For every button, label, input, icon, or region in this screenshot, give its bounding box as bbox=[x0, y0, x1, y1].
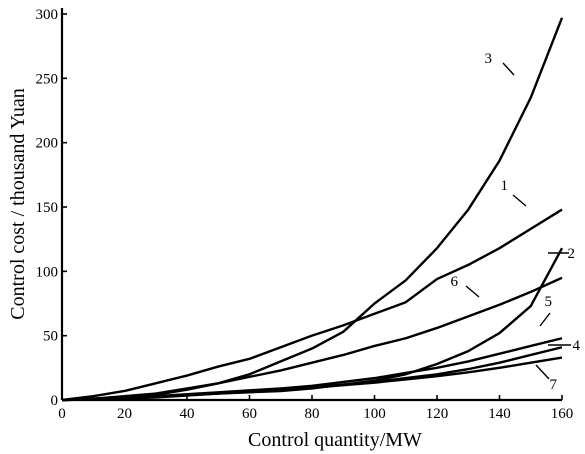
series-lines bbox=[61, 17, 564, 402]
x-tick-label: 60 bbox=[242, 406, 257, 422]
ticks: 0 20 40 60 80 100 120 140 160 0 50 100 150 200 250 300 bbox=[36, 7, 574, 422]
leader-line-1 bbox=[512, 194, 527, 207]
y-tick-label: 100 bbox=[36, 264, 59, 280]
series-line-1 bbox=[61, 208, 563, 402]
series-line-2 bbox=[61, 247, 564, 402]
series-label-4: 4 bbox=[573, 338, 581, 354]
series-label-6: 6 bbox=[451, 274, 459, 290]
x-tick-label: 100 bbox=[363, 406, 386, 422]
series-line-6 bbox=[61, 276, 563, 402]
leader-line-6 bbox=[465, 285, 480, 298]
y-tick-label: 150 bbox=[36, 200, 59, 216]
leader-line-3 bbox=[502, 62, 515, 76]
x-tick-label: 20 bbox=[117, 406, 132, 422]
y-tick-label: 50 bbox=[43, 329, 58, 345]
series-label-2: 2 bbox=[568, 246, 576, 262]
series-labels: 1 2 3 4 5 6 7 bbox=[451, 51, 581, 393]
series-label-3: 3 bbox=[485, 51, 493, 67]
series-line-4 bbox=[61, 346, 563, 402]
series-label-1: 1 bbox=[501, 178, 509, 194]
x-tick-label: 40 bbox=[180, 406, 195, 422]
y-axis-title: Control cost / thousand Yuan bbox=[7, 88, 29, 319]
x-tick-label: 0 bbox=[58, 406, 66, 422]
x-tick-label: 140 bbox=[488, 406, 511, 422]
y-tick-label: 300 bbox=[36, 7, 59, 23]
x-axis-title: Control quantity/MW bbox=[248, 429, 422, 451]
series-label-7: 7 bbox=[550, 377, 558, 393]
series-line-3 bbox=[61, 17, 564, 402]
leader-line-7 bbox=[535, 364, 550, 380]
y-tick-label: 0 bbox=[51, 393, 59, 409]
series-label-5: 5 bbox=[545, 294, 553, 310]
y-tick-label: 250 bbox=[36, 71, 59, 87]
x-tick-label: 80 bbox=[305, 406, 320, 422]
x-tick-label: 120 bbox=[426, 406, 449, 422]
series-line-7 bbox=[61, 356, 563, 402]
leader-line-5 bbox=[539, 312, 551, 327]
x-tick-label: 160 bbox=[551, 406, 574, 422]
y-tick-label: 200 bbox=[36, 136, 59, 152]
